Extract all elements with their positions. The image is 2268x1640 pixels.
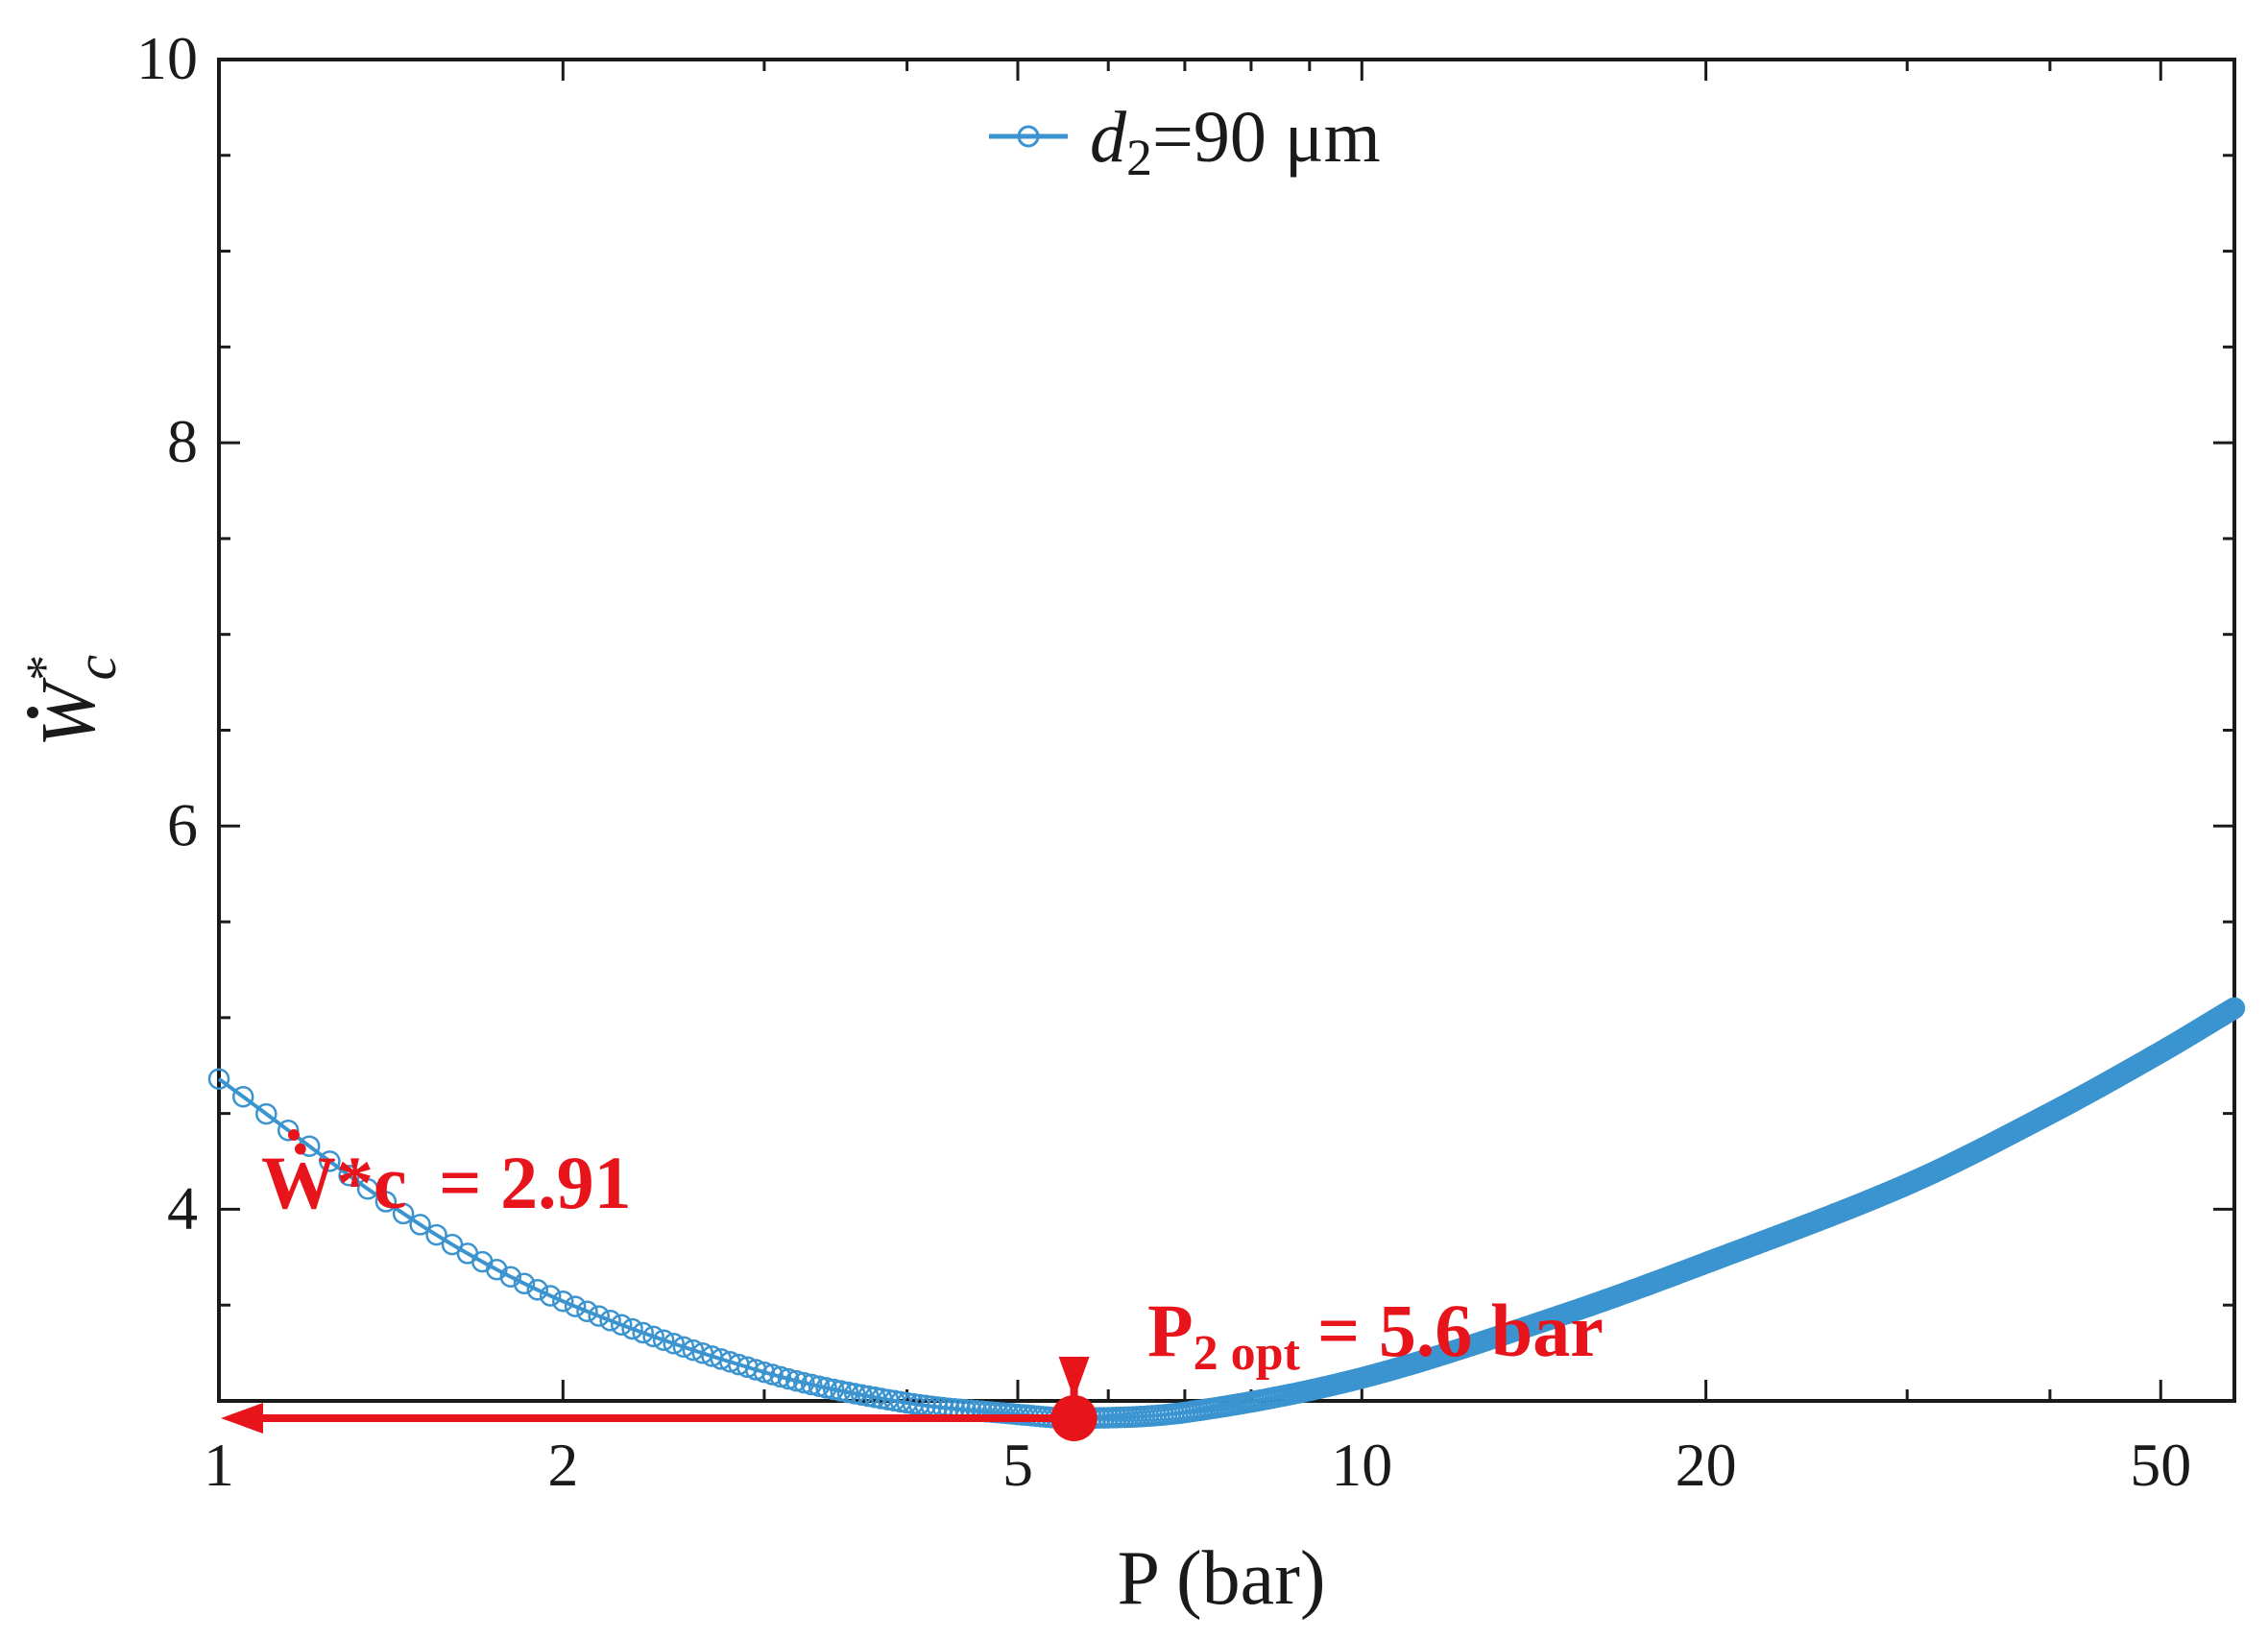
series-marker — [513, 1272, 536, 1295]
x-tick-label: 50 — [2130, 1431, 2191, 1499]
series-marker — [552, 1290, 574, 1313]
y-axis-title-sub: c — [64, 655, 128, 681]
series-marker — [672, 1336, 695, 1358]
series-marker — [338, 1165, 360, 1187]
series-marker — [652, 1329, 675, 1351]
series-marker — [822, 1378, 845, 1401]
series-marker — [599, 1310, 621, 1332]
w-optimum-symbol: Ẇ*c — [261, 1141, 407, 1224]
w-optimum-label: Ẇ*c = 2.91 — [261, 1129, 632, 1224]
legend-text: d2=90 μm — [1090, 97, 1381, 186]
y-tick-label: 10 — [136, 24, 198, 92]
svg-text:Ẇ*c = 2.91: Ẇ*c = 2.91 — [261, 1141, 632, 1224]
series-marker — [526, 1279, 549, 1301]
axis-ticks — [217, 58, 2234, 1403]
x-tick-label: 10 — [1331, 1431, 1392, 1499]
p-optimum-symbol: P — [1147, 1289, 1194, 1372]
series-marker — [564, 1295, 587, 1317]
y-tick-label: 8 — [167, 407, 198, 475]
series-marker — [231, 1085, 254, 1108]
x-tick-label: 2 — [547, 1431, 578, 1499]
p-optimum-value: = 5.6 bar — [1317, 1289, 1604, 1372]
x-tick-label: 1 — [204, 1431, 234, 1499]
series-marker — [392, 1202, 415, 1225]
series-marker — [632, 1321, 654, 1344]
w-optimum-value: = 2.91 — [439, 1141, 631, 1224]
series-marker — [663, 1333, 685, 1355]
y-axis-title-sup: * — [15, 658, 73, 684]
x-tick-label: 20 — [1676, 1431, 1737, 1499]
x-axis-title: P (bar) — [1118, 1536, 1326, 1621]
legend: d2=90 μm — [989, 97, 1381, 186]
legend-marker-swatch — [1017, 125, 1040, 148]
series-marker — [499, 1266, 522, 1288]
axis-tick-labels: 1 2 5 10 20 50 4 6 8 10 — [136, 24, 2191, 1499]
svg-text:P2 opt= 5.6 bar: P2 opt = 5.6 bar — [1147, 1289, 1604, 1381]
series-marker — [761, 1363, 784, 1386]
series-marker — [682, 1339, 705, 1362]
y-tick-label: 4 — [167, 1173, 198, 1242]
optimum-horizontal-arrow-head — [221, 1402, 263, 1434]
series-marker — [588, 1305, 610, 1327]
p-optimum-subscript: 2 opt — [1194, 1326, 1301, 1381]
p-optimum-label: P2 opt = 5.6 bar — [1147, 1289, 1604, 1381]
y-axis-title-dot — [27, 707, 38, 718]
series-marker — [836, 1381, 859, 1404]
series-marker — [298, 1135, 321, 1157]
series-marker — [207, 1068, 230, 1090]
x-tick-label: 5 — [1002, 1431, 1033, 1499]
y-tick-label: 6 — [167, 790, 198, 858]
series-marker — [356, 1178, 379, 1200]
legend-value: =90 μm — [1152, 97, 1381, 178]
optimum-vertical-arrow-head — [1058, 1357, 1090, 1399]
series-marker — [374, 1191, 398, 1213]
series-marker — [642, 1325, 664, 1348]
series-marker — [793, 1371, 815, 1394]
series-marker — [2223, 997, 2246, 1020]
series-marker — [576, 1300, 598, 1323]
legend-subscript: 2 — [1126, 129, 1152, 186]
series-marker — [815, 1377, 837, 1399]
w-optimum-dot — [288, 1129, 300, 1141]
series-marker — [753, 1361, 776, 1384]
series-marker — [800, 1373, 823, 1396]
series-marker — [808, 1375, 831, 1397]
series-marker — [409, 1214, 431, 1236]
series-marker — [777, 1367, 800, 1390]
series-marker — [277, 1120, 300, 1142]
optimum-annotation — [221, 1357, 1098, 1441]
series-marker — [621, 1317, 643, 1340]
y-axis-title-main: W — [27, 677, 111, 747]
series-marker — [425, 1223, 447, 1246]
series-marker — [610, 1314, 633, 1336]
optimum-point — [1050, 1394, 1098, 1441]
legend-symbol: d — [1090, 97, 1127, 178]
series-marker — [255, 1102, 277, 1125]
series-marker — [486, 1258, 508, 1281]
svg-text:W*c: W*c — [15, 655, 128, 747]
series-marker — [785, 1369, 808, 1392]
series-marker — [539, 1285, 562, 1307]
y-axis-title: W*c — [15, 655, 128, 747]
series-marker — [319, 1150, 341, 1172]
series-marker — [769, 1365, 792, 1388]
